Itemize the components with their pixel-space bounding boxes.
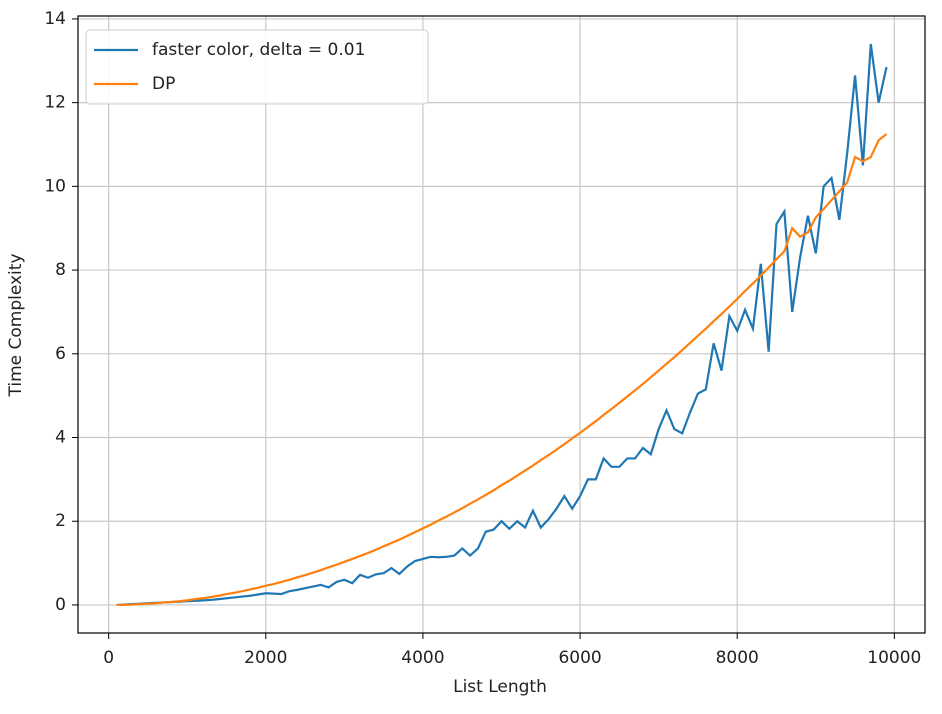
y-tick-label: 10: [44, 176, 66, 196]
plot-frame: [77, 15, 926, 634]
y-axis-label: Time Complexity: [6, 253, 26, 397]
legend-label: faster color, delta = 0.01: [152, 40, 365, 60]
x-axis-label: List Length: [453, 677, 547, 697]
y-tick-label: 0: [55, 595, 66, 615]
x-tick-label: 8000: [716, 648, 759, 668]
series-line: [116, 133, 888, 607]
x-tick-label: 0: [103, 648, 114, 668]
y-tick-label: 8: [55, 260, 66, 280]
y-tick-label: 14: [44, 9, 66, 29]
legend-label: DP: [152, 74, 175, 94]
x-tick-label: 4000: [401, 648, 444, 668]
y-tick-label: 6: [55, 344, 66, 364]
series-line: [116, 43, 888, 607]
x-tick-label: 10000: [867, 648, 921, 668]
y-tick-label: 4: [55, 428, 66, 448]
x-tick-label: 2000: [244, 648, 287, 668]
y-tick-label: 2: [55, 511, 66, 531]
legend-box: [85, 29, 429, 105]
x-tick-label: 6000: [558, 648, 601, 668]
y-tick-label: 12: [44, 93, 66, 113]
